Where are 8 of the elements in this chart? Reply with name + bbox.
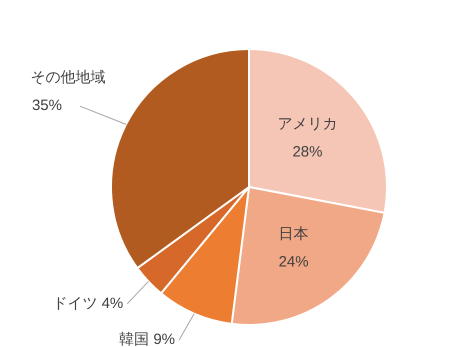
data-label: 28% [292,144,322,161]
slice-label: アメリカ [277,116,338,133]
slice-label: 韓国 9% [119,331,176,347]
data-label: 24% [278,253,309,270]
slice-label: ドイツ 4% [52,294,124,312]
slice-label: その他地域 [30,69,106,86]
slice-label: 日本 [278,225,309,242]
data-label: 35% [32,97,62,114]
